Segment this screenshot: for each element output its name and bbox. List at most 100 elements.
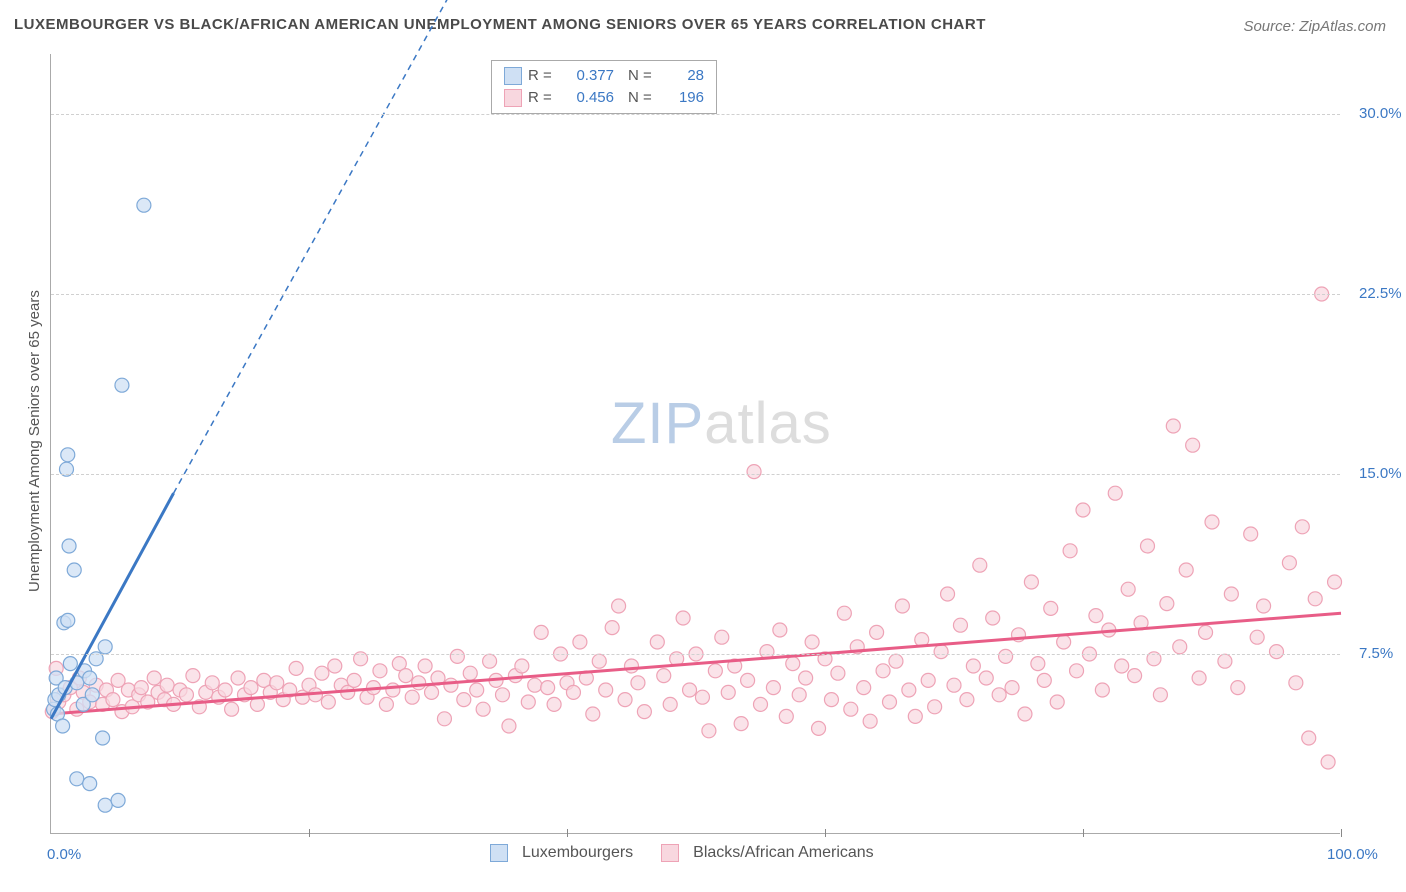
scatter-point	[618, 693, 632, 707]
scatter-point	[1121, 582, 1135, 596]
scatter-point	[541, 681, 555, 695]
scatter-point	[244, 681, 258, 695]
scatter-point	[111, 793, 125, 807]
y-axis-label: Unemployment Among Seniors over 65 years	[26, 290, 43, 592]
scatter-point	[566, 685, 580, 699]
gridline	[51, 654, 1340, 655]
scatter-point	[992, 688, 1006, 702]
scatter-point	[805, 635, 819, 649]
scatter-point	[186, 669, 200, 683]
scatter-point	[1031, 657, 1045, 671]
scatter-point	[863, 714, 877, 728]
gridline	[51, 294, 1340, 295]
scatter-point	[586, 707, 600, 721]
scatter-point	[85, 688, 99, 702]
scatter-point	[741, 673, 755, 687]
scatter-point	[328, 659, 342, 673]
scatter-point	[425, 685, 439, 699]
legend-r-value: 0.456	[560, 87, 614, 109]
scatter-point	[844, 702, 858, 716]
scatter-point	[137, 198, 151, 212]
legend-swatch	[504, 67, 522, 85]
x-tick-mark	[1341, 829, 1342, 837]
scatter-point	[1173, 640, 1187, 654]
scatter-point	[1037, 673, 1051, 687]
scatter-point	[657, 669, 671, 683]
scatter-point	[418, 659, 432, 673]
scatter-point	[766, 681, 780, 695]
scatter-point	[515, 659, 529, 673]
scatter-point	[1115, 659, 1129, 673]
scatter-point	[734, 717, 748, 731]
x-tick-mark	[1083, 829, 1084, 837]
legend-bottom-item: Blacks/African Americans	[661, 844, 874, 862]
scatter-point	[1063, 544, 1077, 558]
scatter-point	[63, 657, 77, 671]
gridline	[51, 474, 1340, 475]
x-tick-mark	[825, 829, 826, 837]
scatter-point	[973, 558, 987, 572]
y-tick-label: 7.5%	[1359, 645, 1393, 662]
scatter-point	[463, 666, 477, 680]
scatter-point	[1018, 707, 1032, 721]
scatter-point	[96, 731, 110, 745]
legend-r-label: R =	[528, 87, 560, 109]
scatter-point	[831, 666, 845, 680]
scatter-point	[702, 724, 716, 738]
scatter-point	[270, 676, 284, 690]
scatter-point	[1141, 539, 1155, 553]
scatter-point	[754, 697, 768, 711]
scatter-point	[573, 635, 587, 649]
scatter-point	[61, 448, 75, 462]
scatter-point	[528, 678, 542, 692]
legend-n-label: N =	[628, 65, 666, 87]
scatter-point	[1153, 688, 1167, 702]
scatter-point	[61, 613, 75, 627]
scatter-point	[876, 664, 890, 678]
legend-n-value: 196	[666, 87, 704, 109]
legend-bottom-item: Luxembourgers	[490, 844, 633, 862]
scatter-point	[625, 659, 639, 673]
scatter-point	[315, 666, 329, 680]
scatter-point	[1128, 669, 1142, 683]
scatter-point	[999, 649, 1013, 663]
scatter-point	[1302, 731, 1316, 745]
scatter-point	[934, 645, 948, 659]
legend-row: R =0.377N =28	[504, 65, 704, 87]
scatter-point	[953, 618, 967, 632]
legend-swatch	[490, 844, 508, 862]
scatter-point	[1244, 527, 1258, 541]
scatter-point	[650, 635, 664, 649]
chart-title: LUXEMBOURGER VS BLACK/AFRICAN AMERICAN U…	[14, 16, 986, 33]
scatter-point	[483, 654, 497, 668]
x-tick-right: 100.0%	[1327, 846, 1390, 863]
scatter-point	[837, 606, 851, 620]
legend-bottom-label: Luxembourgers	[522, 844, 633, 862]
scatter-point	[612, 599, 626, 613]
scatter-point	[502, 719, 516, 733]
y-tick-label: 30.0%	[1359, 105, 1402, 122]
scatter-point	[683, 683, 697, 697]
legend-bottom-label: Blacks/African Americans	[693, 844, 874, 862]
scatter-point	[902, 683, 916, 697]
scatter-point	[115, 378, 129, 392]
scatter-svg	[51, 54, 1341, 834]
scatter-point	[179, 688, 193, 702]
scatter-point	[62, 539, 76, 553]
scatter-point	[1270, 645, 1284, 659]
scatter-point	[986, 611, 1000, 625]
x-tick-left: 0.0%	[47, 846, 81, 863]
chart-plot-area: ZIPatlas R =0.377N =28R =0.456N =196 7.5…	[50, 54, 1340, 834]
y-tick-label: 22.5%	[1359, 285, 1402, 302]
scatter-point	[1179, 563, 1193, 577]
scatter-point	[941, 587, 955, 601]
scatter-point	[534, 625, 548, 639]
scatter-point	[695, 690, 709, 704]
scatter-point	[347, 673, 361, 687]
scatter-point	[1076, 503, 1090, 517]
scatter-point	[1050, 695, 1064, 709]
scatter-point	[592, 654, 606, 668]
scatter-point	[799, 671, 813, 685]
trend-line-extrapolated	[174, 0, 477, 493]
legend-swatch	[661, 844, 679, 862]
